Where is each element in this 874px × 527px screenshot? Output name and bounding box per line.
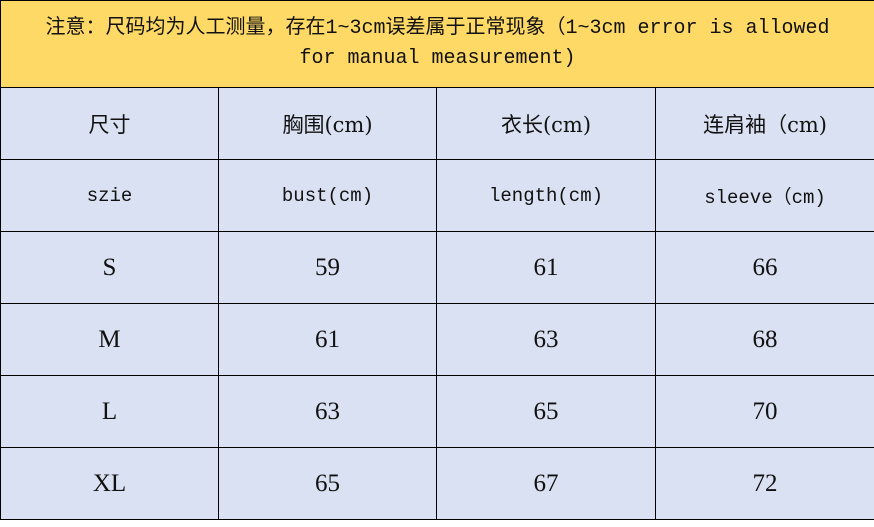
header-row-chinese: 尺寸 胸围(cm) 衣长(cm) 连肩袖（cm) — [0, 87, 874, 160]
bust-cell: 65 — [218, 447, 437, 520]
length-cell: 65 — [436, 375, 656, 448]
header-cell: 衣长(cm) — [436, 87, 656, 160]
table-row: L 63 65 70 — [0, 375, 874, 448]
header-cell: szie — [0, 159, 219, 232]
bust-cell: 63 — [218, 375, 437, 448]
header-cell: 尺寸 — [0, 87, 219, 160]
table-row: S 59 61 66 — [0, 231, 874, 304]
size-cell: L — [0, 375, 219, 448]
length-cell: 67 — [436, 447, 656, 520]
sleeve-cell: 68 — [654, 303, 874, 376]
bust-cell: 59 — [218, 231, 437, 304]
note-row: 注意：尺码均为人工测量，存在1~3cm误差属于正常现象（1~3cm error … — [0, 0, 874, 88]
size-cell: M — [0, 303, 219, 376]
length-cell: 61 — [436, 231, 656, 304]
header-cell: sleeve（cm) — [654, 159, 874, 232]
size-cell: XL — [0, 447, 219, 520]
header-cell: 胸围(cm) — [218, 87, 437, 160]
table-row: XL 65 67 72 — [0, 447, 874, 520]
table-row: M 61 63 68 — [0, 303, 874, 376]
sleeve-cell: 66 — [654, 231, 874, 304]
sleeve-cell: 72 — [654, 447, 874, 520]
measurement-note: 注意：尺码均为人工测量，存在1~3cm误差属于正常现象（1~3cm error … — [0, 0, 874, 88]
length-cell: 63 — [436, 303, 656, 376]
header-row-english: szie bust(cm) length(cm) sleeve（cm) — [0, 159, 874, 232]
header-cell: bust(cm) — [218, 159, 437, 232]
sleeve-cell: 70 — [654, 375, 874, 448]
header-cell: 连肩袖（cm) — [654, 87, 874, 160]
bust-cell: 61 — [218, 303, 437, 376]
size-cell: S — [0, 231, 219, 304]
header-cell: length(cm) — [436, 159, 656, 232]
